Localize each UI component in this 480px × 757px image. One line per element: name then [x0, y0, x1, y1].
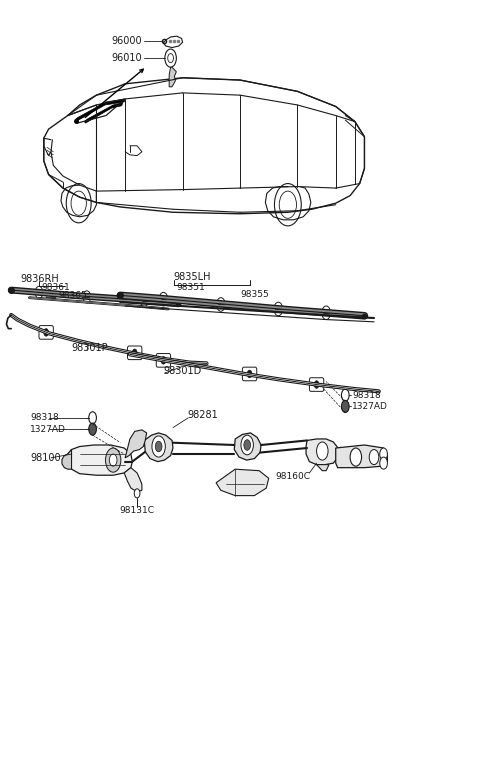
Text: 98281: 98281 — [187, 410, 218, 420]
Text: 98361: 98361 — [41, 283, 70, 292]
Polygon shape — [144, 433, 173, 462]
Circle shape — [350, 448, 361, 466]
Circle shape — [106, 448, 121, 472]
Circle shape — [161, 357, 166, 364]
Circle shape — [152, 436, 165, 457]
Circle shape — [132, 349, 137, 357]
Text: 98351: 98351 — [177, 282, 205, 291]
Polygon shape — [124, 468, 142, 492]
Text: 98131C: 98131C — [120, 506, 155, 516]
Polygon shape — [216, 469, 269, 496]
Text: 96000: 96000 — [111, 36, 142, 45]
Circle shape — [35, 286, 43, 298]
Circle shape — [380, 457, 387, 469]
Polygon shape — [62, 450, 72, 469]
Polygon shape — [46, 297, 56, 300]
Circle shape — [247, 370, 252, 378]
Text: 1327AD: 1327AD — [352, 402, 388, 411]
Circle shape — [159, 292, 168, 306]
Circle shape — [274, 302, 283, 316]
Circle shape — [244, 440, 251, 450]
Circle shape — [322, 306, 330, 319]
Circle shape — [83, 291, 91, 303]
Polygon shape — [68, 445, 132, 475]
Polygon shape — [336, 445, 387, 468]
Circle shape — [216, 298, 225, 311]
Text: 98301P: 98301P — [72, 343, 108, 354]
Text: 96010: 96010 — [111, 53, 142, 63]
Text: 98355: 98355 — [240, 290, 269, 299]
Circle shape — [109, 454, 117, 466]
Circle shape — [156, 441, 162, 452]
Text: 98318: 98318 — [30, 413, 59, 422]
Circle shape — [89, 423, 96, 435]
Circle shape — [380, 448, 387, 460]
Polygon shape — [169, 67, 176, 87]
Circle shape — [314, 381, 319, 388]
Circle shape — [341, 400, 349, 413]
FancyBboxPatch shape — [242, 367, 257, 381]
Circle shape — [317, 442, 328, 460]
Text: 9835LH: 9835LH — [173, 273, 211, 282]
FancyBboxPatch shape — [310, 378, 324, 391]
Circle shape — [369, 450, 379, 465]
Circle shape — [141, 294, 148, 307]
FancyBboxPatch shape — [156, 354, 170, 367]
Text: 98301D: 98301D — [163, 366, 202, 376]
Text: 98318: 98318 — [352, 391, 381, 400]
Text: 9836RH: 9836RH — [21, 274, 60, 284]
Polygon shape — [84, 103, 123, 123]
Polygon shape — [234, 433, 261, 460]
Circle shape — [134, 489, 140, 498]
Text: 98160C: 98160C — [275, 472, 310, 481]
Polygon shape — [317, 465, 329, 471]
Text: 98100: 98100 — [30, 453, 61, 463]
Polygon shape — [75, 99, 125, 122]
Text: 1327AD: 1327AD — [30, 425, 66, 434]
FancyBboxPatch shape — [128, 346, 142, 360]
Circle shape — [44, 329, 48, 336]
Text: 98365: 98365 — [58, 291, 87, 300]
FancyBboxPatch shape — [39, 326, 53, 339]
Polygon shape — [125, 430, 147, 458]
Circle shape — [241, 435, 253, 455]
Polygon shape — [306, 439, 338, 465]
